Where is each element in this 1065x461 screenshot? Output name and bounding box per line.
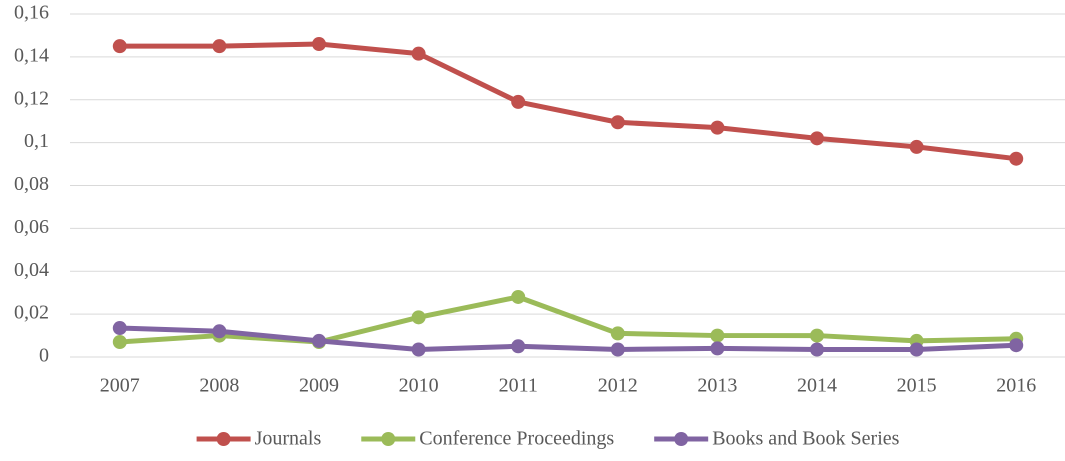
data-point [411,310,426,325]
x-tick-label: 2009 [299,375,339,397]
x-tick-label: 2011 [499,375,538,397]
data-point [610,342,625,357]
data-point [810,342,824,357]
x-tick-label: 2008 [199,375,239,397]
legend-label: Conference Proceedings [419,428,614,450]
data-point [411,46,426,61]
x-tick-label: 2013 [697,375,737,397]
y-tick-label: 0,04 [14,259,49,281]
x-tick-label: 2015 [897,375,937,397]
data-point [511,289,526,304]
data-point [1009,338,1024,353]
data-point [710,120,725,135]
data-point [312,333,326,348]
y-tick-label: 0,14 [14,44,49,66]
y-tick-label: 0,16 [14,2,49,24]
x-tick-label: 2010 [399,375,439,397]
y-tick-label: 0,1 [24,130,49,152]
legend-label: Books and Book Series [712,428,899,450]
y-tick-label: 0 [39,345,49,367]
data-point [212,324,227,339]
data-point [710,328,725,343]
x-tick-label: 2007 [100,375,140,397]
x-tick-label: 2012 [598,375,638,397]
data-point [909,139,924,154]
data-point [1009,151,1024,166]
data-point [112,334,127,349]
data-point [909,342,924,357]
data-point [710,341,725,356]
data-point [112,39,127,54]
data-point [810,131,824,146]
data-point [511,339,526,354]
legend-marker [674,432,689,446]
data-point [810,328,824,343]
series-line [119,41,1017,162]
data-point [511,94,526,109]
data-point [411,342,426,357]
y-tick-label: 0,08 [14,173,49,195]
y-tick-label: 0,06 [14,216,49,238]
y-tick-label: 0,02 [14,302,49,324]
series-line [119,294,1017,345]
data-point [112,321,127,336]
series-line [119,325,1017,352]
data-point [610,326,625,341]
legend-marker [216,432,231,446]
legend-label: Journals [255,428,322,450]
data-point [610,115,625,130]
x-tick-label: 2014 [797,375,837,397]
y-tick-label: 0,12 [14,87,49,109]
legend-marker [381,432,396,446]
data-point [212,39,227,54]
x-tick-label: 2016 [996,375,1036,397]
data-point [312,37,326,52]
